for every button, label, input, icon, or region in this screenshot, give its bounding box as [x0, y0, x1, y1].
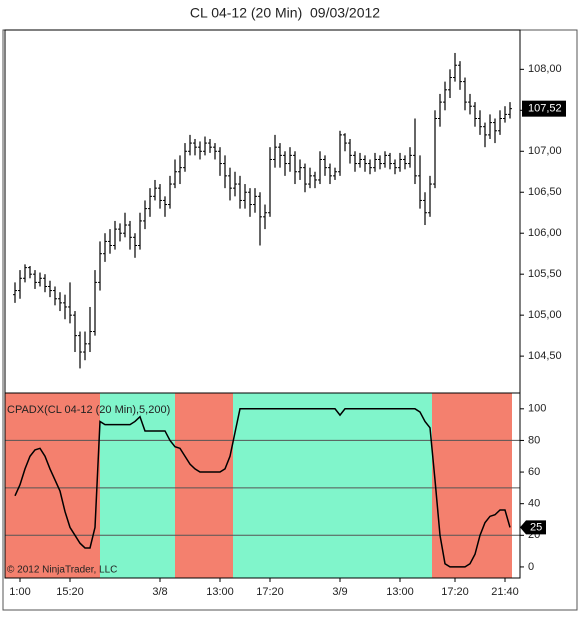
last-price-label: 107,52: [528, 103, 562, 115]
y-tick-label: 106,50: [528, 186, 562, 198]
region: [233, 393, 432, 578]
x-tick-label: 13:00: [206, 586, 234, 598]
chart-title: CL 04-12 (20 Min) 09/03/2012: [190, 5, 380, 21]
y-tick-label: 106,00: [528, 227, 562, 239]
y-tick-label: 107,00: [528, 145, 562, 157]
x-tick-label: 13:00: [386, 586, 414, 598]
y-tick-label: 104,50: [528, 350, 562, 362]
copyright: © 2012 NinjaTrader, LLC: [7, 565, 117, 576]
x-tick-label: 3/8: [152, 586, 167, 598]
last-price-marker: [522, 100, 566, 117]
y-tick-label: 100: [528, 403, 546, 415]
x-tick-label: 15:20: [56, 586, 84, 598]
region: [100, 393, 175, 578]
indicator-label: CPADX(CL 04-12 (20 Min),5,200): [7, 404, 170, 416]
x-tick-label: 3/9: [332, 586, 347, 598]
y-tick-label: 40: [528, 498, 540, 510]
y-tick-label: 80: [528, 434, 540, 446]
y-tick-label: 105,00: [528, 309, 562, 321]
x-tick-label: 17:20: [441, 586, 469, 598]
y-tick-label: 105,50: [528, 268, 562, 280]
last-value-marker: [520, 520, 546, 535]
y-tick-label: 108,00: [528, 63, 562, 75]
y-tick-label: 0: [528, 561, 534, 573]
x-tick-label: 21:40: [491, 586, 519, 598]
indicator-line: [14, 408, 511, 568]
panel-frame: [4, 29, 521, 394]
x-tick-label: 1:00: [9, 586, 30, 598]
last-value-label: 25: [530, 521, 542, 533]
y-tick-label: 60: [528, 466, 540, 478]
region: [432, 393, 512, 578]
region: [175, 393, 233, 578]
panel-frame: [4, 392, 521, 579]
x-tick-label: 17:20: [256, 586, 284, 598]
